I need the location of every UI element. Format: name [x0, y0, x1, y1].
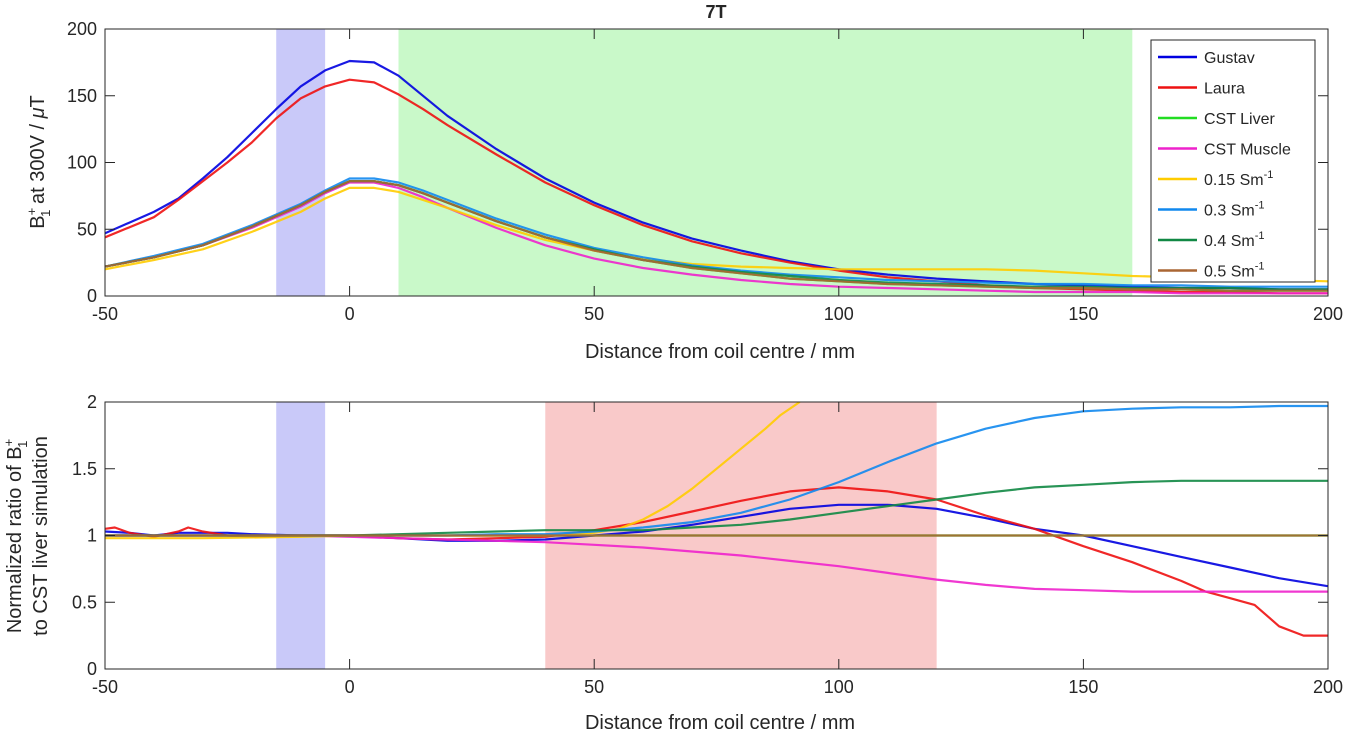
legend-entry-gustav: Gustav [1204, 50, 1255, 67]
top-y-tick-label: 50 [77, 219, 97, 239]
top-x-tick-label: 50 [584, 304, 604, 324]
legend-label-sup: -1 [1264, 169, 1274, 181]
top-chart-title: 7T [705, 2, 726, 22]
top-y-tick-label: 150 [67, 86, 97, 106]
legend-entry-0-5-sm-1: 0.5 Sm-1 [1204, 261, 1264, 281]
legend-label: 0.5 Sm [1204, 264, 1255, 281]
bottom-y-axis-label: Normalized ratio of B+1 [1, 439, 30, 633]
bottom-x-tick-label: -50 [92, 677, 118, 697]
top-y-label-sub: 1 [38, 210, 53, 217]
top-y-tick-label: 200 [67, 19, 97, 39]
legend-label: Laura [1204, 81, 1245, 98]
bottom-y-tick-label: 1.5 [72, 459, 97, 479]
top-shaded-region-1 [276, 29, 326, 296]
bottom-x-axis-label: Distance from coil centre / mm [585, 712, 855, 732]
legend-label: 0.15 Sm [1204, 172, 1264, 189]
legend-entry-cst-muscle: CST Muscle [1204, 142, 1291, 159]
legend-label: Gustav [1204, 50, 1255, 67]
legend-label-sup: -1 [1255, 230, 1265, 242]
legend-label-sup: -1 [1255, 200, 1265, 212]
top-x-tick-label: -50 [92, 304, 118, 324]
legend-label: CST Liver [1204, 111, 1276, 128]
legend-entry-0-4-sm-1: 0.4 Sm-1 [1204, 230, 1264, 250]
top-y-label-mu: μ [27, 107, 49, 119]
top-y-tick-label: 0 [87, 286, 97, 306]
bottom-x-tick-label: 200 [1313, 677, 1343, 697]
top-series-line-0-3-sm-1 [105, 177, 1328, 288]
top-series-line-0-15-sm-1 [105, 186, 1328, 283]
bottom-y-tick-label: 2 [87, 392, 97, 412]
top-y-axis-label: B+1 at 300V / μT [24, 95, 53, 229]
bottom-chart: -50 0 50 100 150 200 00.511.52 Distance from … [1, 392, 1343, 732]
bottom-y-label-sup: + [1, 439, 16, 447]
bottom-series-line-gustav [105, 503, 1328, 588]
top-y-label-rest: at 300V / [27, 118, 49, 209]
legend-label: CST Muscle [1204, 142, 1291, 159]
bottom-x-tick-label: 0 [345, 677, 355, 697]
legend-label: 0.4 Sm [1204, 233, 1255, 250]
top-x-tick-label: 150 [1068, 304, 1098, 324]
bottom-series-line-cst-muscle [105, 534, 1328, 593]
legend-entry-0-3-sm-1: 0.3 Sm-1 [1204, 200, 1264, 220]
legend-entry-cst-liver: CST Liver [1204, 111, 1276, 128]
top-x-tick-label: 0 [345, 304, 355, 324]
top-x-tick-label: 200 [1313, 304, 1343, 324]
legend-entry-laura: Laura [1204, 81, 1245, 98]
top-y-label-sup: + [24, 208, 39, 216]
top-series-line-0-5-sm-1 [105, 180, 1328, 292]
legend-box [1150, 39, 1316, 283]
legend-label: 0.3 Sm [1204, 203, 1255, 220]
bottom-y-label-sub: 1 [15, 441, 30, 448]
bottom-y-axis-label-line2: to CST liver simulation [30, 436, 52, 636]
bottom-y-tick-label: 0.5 [72, 592, 97, 612]
legend-entry-0-15-sm-1: 0.15 Sm-1 [1204, 169, 1273, 189]
top-y-label-unit: T [27, 95, 49, 107]
bottom-series-line-laura [105, 486, 1328, 637]
bottom-y-tick-label: 0 [87, 659, 97, 679]
legend-label-sup: -1 [1255, 261, 1265, 273]
top-x-axis-label: Distance from coil centre / mm [585, 341, 855, 363]
bottom-x-tick-label: 50 [584, 677, 604, 697]
bottom-x-tick-label: 100 [824, 677, 854, 697]
top-x-tick-label: 100 [824, 304, 854, 324]
top-y-label-main: B [27, 215, 49, 228]
top-series-line-cst-muscle [105, 181, 1328, 295]
bottom-y-tick-label: 1 [87, 526, 97, 546]
bottom-y-label-line1: Normalized ratio of B [4, 446, 26, 633]
top-y-tick-label: 100 [67, 153, 97, 173]
bottom-x-tick-label: 150 [1068, 677, 1098, 697]
